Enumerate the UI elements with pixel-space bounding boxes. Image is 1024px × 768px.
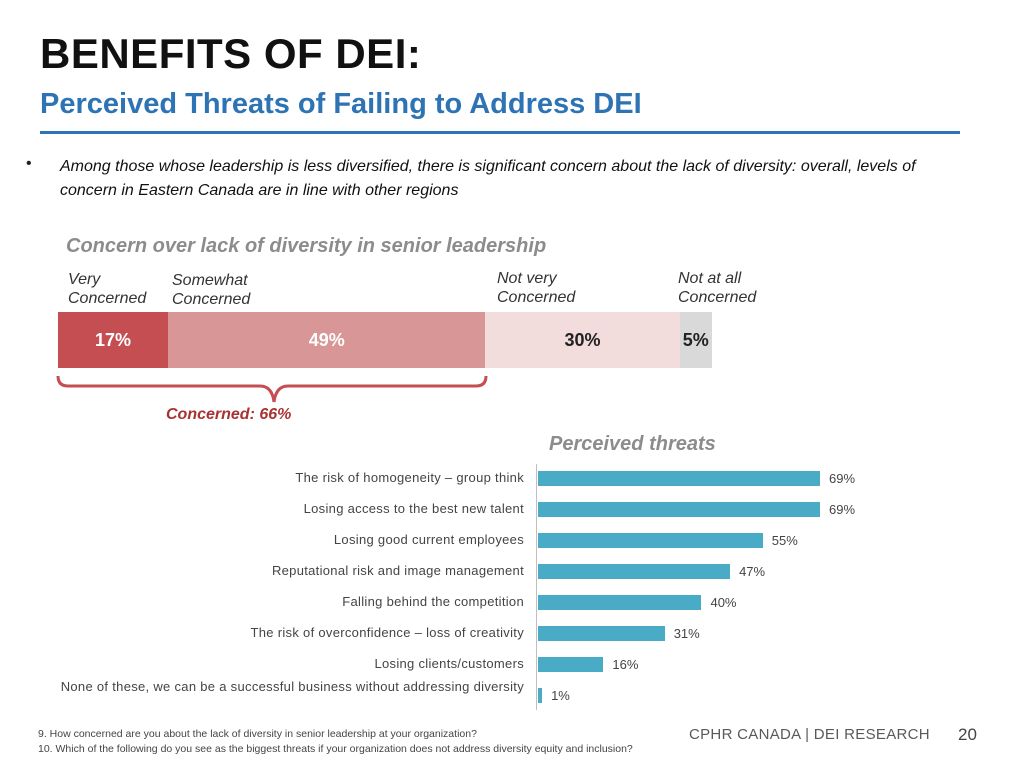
- page-number: 20: [958, 725, 977, 744]
- threat-value-label: 47%: [739, 564, 766, 579]
- threat-label: The risk of overconfidence – loss of cre…: [250, 625, 524, 640]
- concerned-brace: [56, 375, 488, 403]
- concern-segment-value: 49%: [308, 330, 345, 350]
- threat-bar: [538, 688, 543, 703]
- threat-label: The risk of homogeneity – group think: [295, 470, 524, 485]
- threat-value-label: 40%: [710, 595, 737, 610]
- threats-axis-line: [536, 464, 537, 710]
- concern-segment-value: 30%: [564, 330, 601, 350]
- footnote-q10: 10. Which of the following do you see as…: [38, 743, 633, 755]
- concern-category-label: Very Concerned: [68, 271, 147, 307]
- concern-category-label: Somewhat Concerned: [172, 272, 251, 308]
- threat-value-label: 69%: [829, 471, 856, 486]
- bullet-text: Among those whose leadership is less div…: [60, 158, 916, 199]
- page-title: BENEFITS OF DEI:: [40, 30, 422, 77]
- concern-category-label: Not very Concerned: [497, 270, 576, 306]
- concern-category-label: Not at all Concerned: [678, 270, 757, 306]
- threat-label: Losing good current employees: [333, 532, 524, 547]
- threat-bar: [538, 533, 763, 548]
- page-subtitle: Perceived Threats of Failing to Address …: [40, 88, 642, 120]
- threat-value-label: 69%: [829, 502, 856, 517]
- threat-bar: [538, 471, 820, 486]
- threat-bar: [538, 564, 731, 579]
- threat-value-label: 31%: [673, 626, 700, 641]
- threat-value-label: 55%: [771, 533, 798, 548]
- threat-label: Reputational risk and image management: [271, 563, 524, 578]
- threat-bar: [538, 657, 604, 672]
- threat-label: Losing access to the best new talent: [303, 501, 524, 516]
- threat-label: None of these, we can be a successful bu…: [60, 679, 524, 694]
- threat-value-label: 16%: [612, 657, 639, 672]
- concern-segment-3: 30%: [485, 312, 680, 368]
- footer-brand: CPHR CANADA | DEI RESEARCH: [689, 726, 930, 743]
- threat-value-label: 1%: [551, 688, 570, 703]
- concern-segment-2: 49%: [168, 312, 486, 368]
- threats-chart-title: Perceived threats: [549, 433, 716, 455]
- threat-bar: [538, 502, 820, 517]
- threat-label: Losing clients/customers: [374, 656, 524, 671]
- concern-stacked-bar: 17% 49% 30% 5%: [58, 312, 712, 368]
- concern-segment-1: 17%: [58, 312, 169, 368]
- threat-bar: [538, 595, 702, 610]
- footnotes: 9. How concerned are you about the lack …: [38, 727, 633, 757]
- footnote-q9: 9. How concerned are you about the lack …: [38, 728, 477, 740]
- concerned-total-label: Concerned: 66%: [166, 406, 292, 423]
- threat-bar: [538, 626, 665, 641]
- title-divider: [40, 131, 960, 134]
- threat-label: Falling behind the competition: [342, 594, 524, 609]
- concern-segment-4: 5%: [679, 312, 712, 368]
- concern-segment-value: 17%: [95, 330, 132, 350]
- concern-segment-value: 5%: [682, 330, 709, 350]
- bullet-marker: •: [26, 155, 32, 172]
- concern-chart-title: Concern over lack of diversity in senior…: [66, 235, 547, 257]
